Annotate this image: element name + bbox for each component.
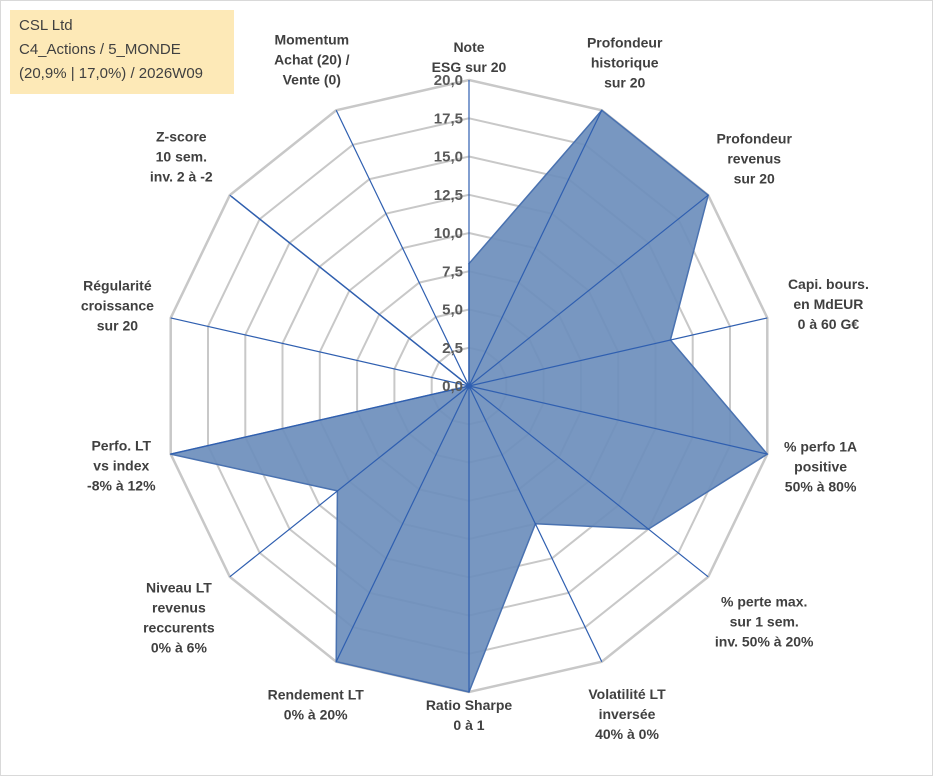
axis-label-line: Profondeur <box>716 131 792 147</box>
axis-spoke-1 <box>468 110 603 387</box>
axis-label-layer: Note ESG sur 20 Profondeur historique sur 20… <box>81 32 869 743</box>
tick-label: 7,5 <box>442 263 463 280</box>
axis-label-10: Perfo. LT vs index -8% à 12% <box>87 437 156 493</box>
axis-label-6: Volatilité LT inversée 40% à 0% <box>588 686 666 742</box>
axis-label-13: Momentum Achat (20) / Vente (0) <box>274 32 350 88</box>
axis-label-line: en MdEUR <box>793 296 863 312</box>
axis-label-line: Régularité <box>83 278 152 294</box>
axis-label-line: Niveau LT <box>146 579 212 595</box>
axis-label-2: Profondeur revenus sur 20 <box>716 131 792 187</box>
axis-spoke-2 <box>468 194 709 387</box>
axis-label-line: % perfo 1A <box>784 438 857 454</box>
spoke-layer <box>170 80 768 692</box>
axis-label-5: % perte max. sur 1 sem. inv. 50% à 20% <box>715 593 814 649</box>
axis-label-line: ESG sur 20 <box>432 59 507 75</box>
axis-label-3: Capi. bours. en MdEUR 0 à 60 G€ <box>788 276 869 332</box>
axis-label-7: Ratio Sharpe 0 à 1 <box>426 697 513 733</box>
axis-label-line: sur 1 sem. <box>730 613 799 629</box>
axis-label-line: revenus <box>727 151 781 167</box>
axis-label-line: 0% à 6% <box>151 639 208 655</box>
axis-label-line: Capi. bours. <box>788 276 869 292</box>
axis-spoke-8 <box>335 385 470 662</box>
axis-spoke-12 <box>229 194 470 387</box>
axis-label-line: positive <box>794 458 847 474</box>
axis-label-8: Rendement LT 0% à 20% <box>268 686 365 722</box>
axis-label-1: Profondeur historique sur 20 <box>587 35 663 91</box>
axis-label-line: croissance <box>81 298 154 314</box>
tick-label: 5,0 <box>442 302 463 319</box>
axis-spoke-11 <box>170 317 470 387</box>
axis-label-line: Rendement LT <box>268 686 365 702</box>
axis-label-line: Profondeur <box>587 35 663 51</box>
tick-label: 17,5 <box>434 110 463 127</box>
axis-spoke-4 <box>468 385 768 455</box>
axis-label-line: 0% à 20% <box>284 706 348 722</box>
tick-label: 2,5 <box>442 340 463 357</box>
axis-label-line: revenus <box>152 599 206 615</box>
axis-label-line: inv. 50% à 20% <box>715 633 814 649</box>
tick-label: 10,0 <box>434 225 463 242</box>
tick-label-layer: 0,0 2,5 5,0 7,5 10,0 12,5 15,0 17,5 20,0 <box>434 72 463 395</box>
axis-label-line: -8% à 12% <box>87 477 156 493</box>
axis-label-line: Vente (0) <box>283 72 341 88</box>
info-portfolio: C4_Actions / 5_MONDE <box>19 41 181 58</box>
axis-label-line: 10 sem. <box>156 149 207 165</box>
axis-label-line: vs index <box>93 457 149 473</box>
axis-label-12: Z-score 10 sem. inv. 2 à -2 <box>150 129 213 185</box>
axis-spoke-6 <box>468 385 603 662</box>
axis-label-line: 40% à 0% <box>595 726 659 742</box>
tick-label: 15,0 <box>434 149 463 166</box>
axis-label-line: Note <box>453 39 484 55</box>
axis-label-line: Ratio Sharpe <box>426 697 513 713</box>
axis-label-line: Achat (20) / <box>274 52 350 68</box>
axis-label-line: historique <box>591 55 659 71</box>
axis-label-4: % perfo 1A positive 50% à 80% <box>784 438 857 494</box>
axis-label-line: inv. 2 à -2 <box>150 169 213 185</box>
axis-label-line: sur 20 <box>97 318 138 334</box>
axis-spoke-9 <box>229 385 470 578</box>
info-performance-week: (20,9% | 17,0%) / 2026W09 <box>19 65 203 82</box>
tick-label: 20,0 <box>434 72 463 89</box>
tick-label: 12,5 <box>434 187 463 204</box>
axis-label-line: Volatilité LT <box>588 686 666 702</box>
axis-spoke-3 <box>468 317 768 387</box>
axis-spoke-13 <box>335 110 470 387</box>
tick-label: 0,0 <box>442 378 463 395</box>
axis-label-line: Momentum <box>274 32 349 48</box>
axis-spoke-10 <box>170 385 470 455</box>
axis-label-11: Régularité croissance sur 20 <box>81 278 154 334</box>
axis-label-line: sur 20 <box>734 171 775 187</box>
axis-spoke-5 <box>468 385 709 578</box>
axis-label-line: sur 20 <box>604 75 645 91</box>
axis-label-line: 0 à 1 <box>453 717 484 733</box>
axis-label-line: 0 à 60 G€ <box>798 316 860 332</box>
axis-label-line: % perte max. <box>721 593 807 609</box>
info-box: CSL Ltd C4_Actions / 5_MONDE (20,9% | 17… <box>10 10 234 94</box>
axis-label-9: Niveau LT revenus reccurents 0% à 6% <box>143 579 215 655</box>
axis-label-line: 50% à 80% <box>785 478 857 494</box>
info-company-name: CSL Ltd <box>19 17 73 34</box>
axis-label-line: Perfo. LT <box>91 437 151 453</box>
axis-label-line: Z-score <box>156 129 207 145</box>
axis-label-0: Note ESG sur 20 <box>432 39 507 75</box>
axis-label-line: inversée <box>599 706 656 722</box>
axis-label-line: reccurents <box>143 619 215 635</box>
